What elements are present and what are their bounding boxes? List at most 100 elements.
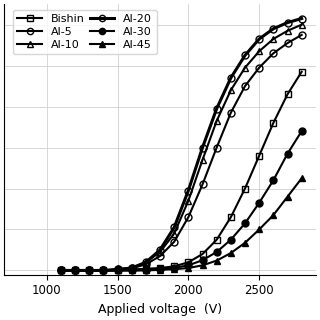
Al-5 [187,215,190,219]
Al-10 [285,29,289,33]
Al-30 [158,267,162,271]
Al-20 [243,53,247,57]
Al-10 [116,268,119,271]
Al-30 [87,268,91,272]
Al-10 [59,268,63,272]
Al-20 [187,189,190,193]
Line: Al-30: Al-30 [57,128,305,274]
Al-30 [172,266,176,270]
Al-30 [201,258,204,262]
Bishin [271,121,275,125]
Al-30 [243,221,247,225]
Bishin [300,70,304,74]
Al-10 [144,260,148,264]
Al-30 [116,268,119,272]
Al-10 [158,250,162,254]
Al-45 [300,176,304,180]
Al-10 [172,232,176,236]
Al-10 [215,119,219,123]
Al-45 [285,195,289,199]
Line: Al-45: Al-45 [57,175,305,274]
Al-5 [243,84,247,88]
Line: Al-10: Al-10 [57,21,305,274]
Al-45 [158,268,162,272]
Bishin [243,187,247,190]
Al-45 [87,268,91,272]
Al-20 [116,268,119,271]
Al-5 [87,268,91,272]
Bishin [187,260,190,264]
Al-5 [229,111,233,115]
Bishin [87,268,91,272]
Al-10 [201,158,204,162]
Al-10 [73,268,77,272]
Al-20 [144,260,148,264]
Bishin [73,268,77,272]
X-axis label: Applied voltage  (V): Applied voltage (V) [98,303,222,316]
Al-45 [73,268,77,272]
Al-20 [271,27,275,31]
Al-10 [271,37,275,41]
Al-20 [215,107,219,110]
Al-20 [229,76,233,80]
Al-45 [257,228,261,231]
Al-20 [130,266,133,270]
Al-20 [73,268,77,272]
Al-20 [87,268,91,272]
Al-30 [187,263,190,267]
Al-5 [201,182,204,186]
Al-5 [59,268,63,272]
Al-5 [285,41,289,45]
Al-30 [130,268,133,272]
Al-30 [215,250,219,254]
Al-10 [187,199,190,203]
Al-45 [59,268,63,272]
Al-45 [130,268,133,272]
Al-20 [158,248,162,252]
Al-45 [271,213,275,217]
Bishin [285,92,289,96]
Bishin [116,268,119,272]
Bishin [59,268,63,272]
Bishin [257,154,261,158]
Line: Al-5: Al-5 [57,31,305,274]
Al-10 [87,268,91,272]
Al-5 [271,52,275,55]
Al-20 [285,21,289,25]
Line: Al-20: Al-20 [57,15,305,274]
Bishin [172,264,176,268]
Al-10 [101,268,105,272]
Al-30 [144,268,148,272]
Al-20 [257,37,261,41]
Al-30 [271,179,275,182]
Al-30 [101,268,105,272]
Al-5 [144,262,148,266]
Al-10 [130,266,133,270]
Bishin [229,215,233,219]
Bishin [144,267,148,271]
Al-10 [257,49,261,53]
Al-45 [101,268,105,272]
Al-30 [59,268,63,272]
Line: Bishin: Bishin [57,68,305,274]
Al-10 [229,88,233,92]
Al-10 [300,23,304,27]
Al-45 [172,267,176,271]
Al-20 [172,226,176,229]
Al-20 [300,17,304,20]
Al-5 [130,267,133,270]
Bishin [101,268,105,272]
Al-5 [158,254,162,258]
Al-5 [116,268,119,271]
Al-45 [187,266,190,270]
Al-20 [59,268,63,272]
Al-45 [229,251,233,255]
Al-45 [243,241,247,245]
Bishin [201,252,204,256]
Al-30 [300,129,304,133]
Legend: Bishin, Al-5, Al-10, Al-20, Al-30, Al-45: Bishin, Al-5, Al-10, Al-20, Al-30, Al-45 [13,10,157,54]
Al-5 [300,33,304,37]
Al-30 [257,201,261,205]
Al-45 [144,268,148,272]
Bishin [215,238,219,242]
